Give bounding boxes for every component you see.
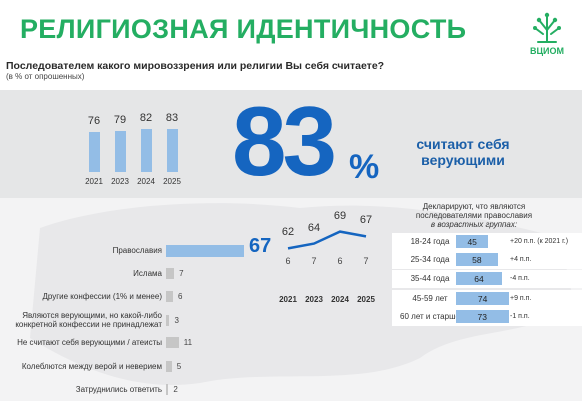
trend-bar [141, 129, 152, 172]
confession-label: Другие конфессии (1% и менее) [42, 292, 162, 301]
believers-share-number: 83 [232, 86, 337, 196]
confession-value-label: 7 [179, 269, 184, 278]
age-group-value: 74 [477, 294, 488, 304]
page-title: РЕЛИГИОЗНАЯ ИДЕНТИЧНОСТЬ [20, 14, 467, 44]
orthodoxy-dynamics-chart [287, 230, 367, 250]
orthodoxy-series-value: 69 [333, 209, 347, 222]
trend-bar [167, 128, 178, 172]
age-heading-line3: в возрастных группах: [430, 220, 518, 229]
second-series-value: 6 [337, 256, 343, 266]
age-group-bar [456, 235, 489, 248]
confession-bar [166, 337, 179, 348]
age-group-value: 58 [472, 255, 482, 265]
orthodoxy-value-label: 67 [249, 235, 272, 257]
age-group-label: 45-59 лет [412, 294, 448, 303]
age-group-change: -1 п.п. [510, 313, 530, 320]
confession-value-label: 11 [183, 338, 193, 347]
confession-label: Являются верующими, но какой-либо конкре… [15, 311, 162, 329]
dynamics-year-label: 2024 [331, 295, 349, 304]
age-group-bar [456, 253, 498, 266]
orthodoxy-series-value: 64 [307, 221, 321, 234]
age-groups-heading: Декларируют, что являются последователям… [408, 202, 540, 229]
confession-value-label: 6 [177, 292, 183, 301]
confession-bar [166, 291, 173, 302]
confession-value-label: 3 [174, 316, 179, 325]
confession-label: Православия [112, 246, 162, 255]
believers-share-percent-sign: % [349, 148, 380, 186]
orthodoxy-series-value: 62 [281, 226, 295, 239]
age-group-change: +4 п.п. [510, 256, 532, 263]
second-series-value: 6 [285, 256, 291, 266]
age-group-value: 64 [474, 274, 484, 284]
logo-text: ВЦИОМ [529, 46, 565, 56]
trend-value-label: 83 [165, 111, 179, 124]
age-group-value: 45 [467, 237, 477, 247]
second-series-value: 7 [311, 256, 317, 266]
trend-year-label: 2024 [137, 177, 155, 186]
confession-bar [166, 245, 244, 257]
survey-question-note: (в % от опрошенных) [6, 72, 85, 81]
age-group-label: 35-44 года [410, 274, 450, 283]
confession-value-label: 5 [176, 362, 182, 371]
age-group-change: +9 п.п. [510, 295, 532, 302]
trend-year-label: 2025 [163, 177, 181, 186]
confession-bar [166, 268, 175, 279]
confession-label: Колеблются между верой и неверием [21, 362, 162, 371]
confession-label: Ислама [133, 269, 162, 278]
trend-bar [115, 130, 126, 172]
confession-label: Затруднились ответить [75, 385, 162, 394]
age-group-label: 25-34 года [410, 255, 450, 264]
trend-value-label: 79 [113, 113, 127, 126]
dynamics-year-label: 2025 [357, 295, 375, 304]
orthodoxy-series-value: 67 [359, 214, 373, 227]
believers-trend-chart: 76 2021 79 2023 82 2024 83 2025 [80, 108, 190, 190]
trend-bar [89, 132, 100, 172]
dynamics-year-label: 2021 [279, 295, 297, 304]
second-series-value: 7 [363, 256, 369, 266]
dynamics-year-label: 2023 [305, 295, 323, 304]
age-heading-line1: Декларируют, что являются [422, 202, 526, 211]
trend-value-label: 76 [87, 115, 101, 128]
confession-bar [166, 361, 172, 372]
age-group-label: 60 лет и старше [400, 312, 460, 321]
believers-label: считают себя верующими [416, 136, 510, 168]
trend-year-label: 2023 [111, 177, 129, 186]
confession-bar [166, 315, 170, 326]
age-group-value: 73 [477, 312, 487, 322]
trend-year-label: 2021 [85, 177, 103, 186]
age-group-bar [456, 292, 510, 305]
vciom-logo-icon [533, 12, 561, 43]
survey-question: Последователем какого мировоззрения или … [6, 60, 385, 72]
age-group-label: 18-24 года [410, 237, 450, 246]
confession-label: Не считают себя верующими / атеисты [17, 338, 162, 347]
confession-value-label: 2 [173, 385, 178, 394]
orthodoxy-series-line [287, 230, 367, 250]
age-group-change: +20 п.п. (к 2021 г.) [510, 238, 569, 245]
confession-bar [166, 384, 169, 395]
age-group-bar [456, 272, 503, 285]
trend-value-label: 82 [139, 112, 153, 125]
age-group-bar [456, 310, 509, 323]
age-heading-line2: последователями православия [415, 211, 533, 220]
age-group-change: -4 п.п. [510, 275, 530, 282]
